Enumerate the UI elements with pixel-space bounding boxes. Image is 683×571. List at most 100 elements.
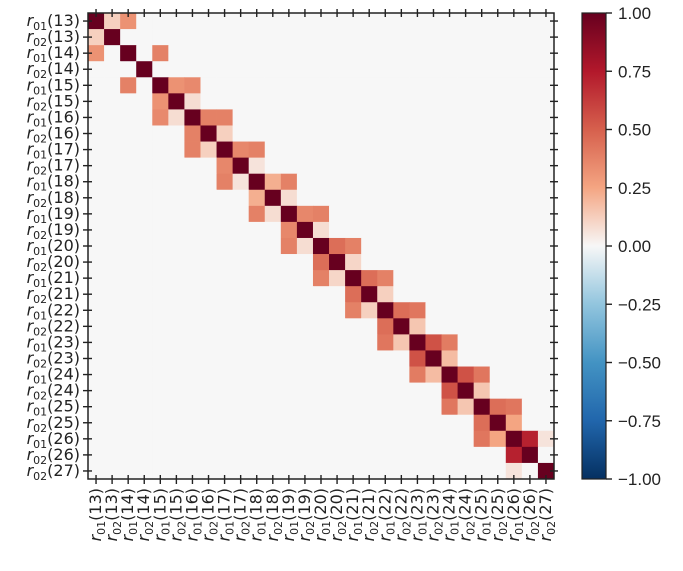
heatmap-cell	[457, 13, 475, 30]
heatmap-cell	[312, 77, 330, 94]
tick-label: r02(25)	[27, 413, 80, 435]
heatmap-cell	[136, 45, 153, 62]
heatmap-cell	[393, 270, 410, 287]
heatmap-cell	[505, 446, 523, 464]
heatmap-cell	[200, 462, 217, 480]
heatmap-cell	[489, 45, 507, 62]
tick-label: r02(26)	[520, 488, 542, 541]
heatmap-cell	[248, 350, 266, 367]
heatmap-cell	[200, 93, 217, 110]
heatmap-cell	[216, 334, 234, 351]
heatmap-cell	[425, 221, 442, 239]
heatmap-cell	[409, 318, 426, 335]
heatmap-cell	[377, 286, 394, 303]
heatmap-cell	[489, 109, 507, 126]
heatmap-cell	[377, 462, 394, 480]
heatmap-cell	[120, 109, 137, 126]
heatmap-cell	[248, 221, 266, 239]
heatmap-cell	[457, 302, 475, 319]
heatmap-cell	[248, 366, 266, 383]
heatmap-cell	[537, 414, 555, 432]
heatmap-cell	[521, 189, 539, 207]
heatmap-cell	[264, 446, 282, 464]
heatmap-cell	[473, 302, 491, 319]
colorbar-tick-label: 0.75	[618, 62, 651, 81]
heatmap-cell	[425, 77, 442, 94]
heatmap-cell	[537, 446, 555, 464]
heatmap-cell	[296, 334, 314, 351]
heatmap-cell	[409, 157, 426, 175]
heatmap-cell	[312, 13, 330, 30]
heatmap-cell	[409, 286, 426, 303]
heatmap-cell	[280, 398, 298, 416]
heatmap-cell	[329, 173, 346, 191]
heatmap-cell	[88, 141, 105, 159]
heatmap-cell	[120, 61, 137, 78]
heatmap-cell	[312, 462, 330, 480]
heatmap-cell	[88, 462, 105, 480]
heatmap-cell	[168, 157, 185, 175]
heatmap-cell	[393, 302, 410, 319]
heatmap-cell	[457, 318, 475, 335]
heatmap-cell	[136, 157, 153, 175]
tick-label: r01(18)	[27, 172, 80, 194]
heatmap-cell	[409, 462, 426, 480]
heatmap-cell	[457, 414, 475, 432]
tick-label: r01(22)	[27, 300, 80, 322]
heatmap-cell	[505, 173, 523, 191]
heatmap-cell	[152, 237, 169, 255]
heatmap-cell	[441, 430, 458, 448]
heatmap-cell	[489, 205, 507, 223]
heatmap-cell	[136, 141, 153, 159]
heatmap-cell	[473, 286, 491, 303]
heatmap-cell	[152, 13, 169, 30]
heatmap-cell	[521, 29, 539, 46]
heatmap-cell	[377, 93, 394, 110]
heatmap-cell	[104, 462, 121, 480]
heatmap-cell	[425, 93, 442, 110]
tick-label: r02(18)	[27, 188, 80, 210]
heatmap-cell	[521, 350, 539, 367]
heatmap-cell	[296, 382, 314, 400]
tick-label: r01(13)	[86, 488, 108, 541]
x-tick-labels: r01(13)r02(13)r01(14)r02(14)r01(15)r02(1…	[86, 488, 558, 541]
heatmap-cell	[425, 430, 442, 448]
heatmap-cell	[136, 173, 153, 191]
heatmap-cell	[537, 462, 555, 480]
heatmap-cell	[425, 237, 442, 255]
heatmap-cell	[537, 270, 555, 287]
heatmap-cell	[280, 93, 298, 110]
heatmap-cell	[152, 382, 169, 400]
heatmap-cell	[216, 237, 234, 255]
heatmap-cell	[345, 398, 362, 416]
heatmap-cell	[425, 350, 442, 367]
heatmap-cell	[280, 286, 298, 303]
heatmap-cell	[361, 109, 378, 126]
heatmap-cell	[345, 109, 362, 126]
heatmap-cell	[345, 125, 362, 142]
heatmap-cell	[280, 350, 298, 367]
heatmap-cell	[216, 270, 234, 287]
heatmap-cell	[521, 430, 539, 448]
heatmap-cell	[329, 61, 346, 78]
heatmap-cell	[505, 237, 523, 255]
heatmap-cell	[264, 141, 282, 159]
heatmap-cell	[537, 334, 555, 351]
heatmap-cell	[232, 414, 250, 432]
heatmap-cell	[441, 462, 458, 480]
tick-label: r02(15)	[166, 488, 188, 541]
heatmap-cell	[184, 157, 201, 175]
heatmap-cell	[361, 29, 378, 46]
heatmap-cell	[457, 157, 475, 175]
heatmap-cell	[457, 45, 475, 62]
heatmap-cell	[441, 221, 458, 239]
heatmap-cell	[152, 318, 169, 335]
heatmap-cell	[280, 414, 298, 432]
heatmap-cell	[184, 446, 201, 464]
heatmap-cell	[104, 350, 121, 367]
heatmap-cell	[152, 366, 169, 383]
heatmap-cell	[152, 462, 169, 480]
colorbar-tick-label: 1.00	[618, 4, 651, 23]
heatmap-cell	[425, 462, 442, 480]
heatmap-cell	[232, 446, 250, 464]
